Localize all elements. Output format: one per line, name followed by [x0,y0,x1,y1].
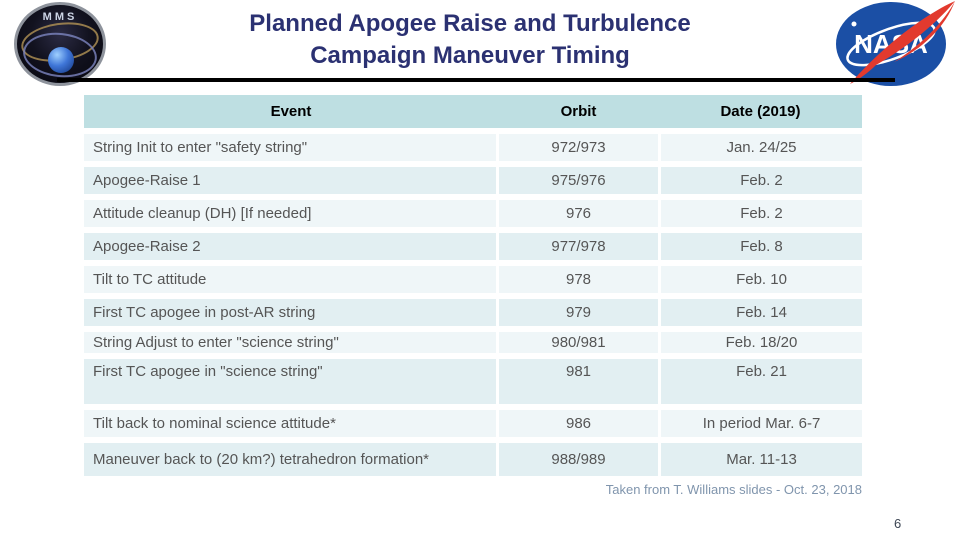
event-cell: Attitude cleanup (DH) [If needed] [84,200,496,227]
table-row: First TC apogee in post-AR string 979 Fe… [84,299,862,326]
table-row: Tilt back to nominal science attitude* 9… [84,410,862,437]
date-cell: Feb. 2 [661,167,862,194]
orbit-cell: 980/981 [499,332,658,353]
date-cell: Feb. 21 [661,359,862,404]
orbit-cell: 972/973 [499,134,658,161]
title-line-1: Planned Apogee Raise and Turbulence [249,10,691,37]
table-row: Apogee-Raise 1 975/976 Feb. 2 [84,167,862,194]
page-title: Planned Apogee Raise and Turbulence Camp… [170,8,770,72]
table-row: String Init to enter "safety string" 972… [84,134,862,161]
orbit-cell: 977/978 [499,233,658,260]
orbit-cell: 981 [499,359,658,404]
table-header-row: Event Orbit Date (2019) [84,95,862,128]
event-cell: String Init to enter "safety string" [84,134,496,161]
date-cell: Feb. 2 [661,200,862,227]
table-row: First TC apogee in "science string" 981 … [84,359,862,404]
event-cell: Tilt back to nominal science attitude* [84,410,496,437]
page-number: 6 [894,516,902,531]
date-cell: Feb. 10 [661,266,862,293]
table-row: Maneuver back to (20 km?) tetrahedron fo… [84,443,862,476]
date-cell: Jan. 24/25 [661,134,862,161]
table-row: Tilt to TC attitude 978 Feb. 10 [84,266,862,293]
nasa-logo-icon: NASA [836,1,955,86]
date-cell: Mar. 11-13 [661,443,862,476]
event-cell: Maneuver back to (20 km?) tetrahedron fo… [84,443,496,476]
event-cell: Apogee-Raise 1 [84,167,496,194]
title-divider-line [57,78,895,82]
source-credit-text: Taken from T. Williams slides - Oct. 23,… [605,482,862,497]
mms-mission-patch-icon: MMS [14,2,106,86]
table-row: String Adjust to enter "science string" … [84,332,862,353]
earth-globe-icon [48,47,74,73]
event-cell: Apogee-Raise 2 [84,233,496,260]
orbit-cell: 976 [499,200,658,227]
title-line-2: Campaign Maneuver Timing [310,42,630,69]
orbit-cell: 988/989 [499,443,658,476]
event-cell: First TC apogee in post-AR string [84,299,496,326]
mms-logo-text: MMS [42,11,78,23]
orbit-cell: 978 [499,266,658,293]
table-row: Attitude cleanup (DH) [If needed] 976 Fe… [84,200,862,227]
maneuver-timing-table: Event Orbit Date (2019) String Init to e… [84,95,862,476]
orbit-cell: 979 [499,299,658,326]
column-header-orbit: Orbit [560,103,597,120]
table-row: Apogee-Raise 2 977/978 Feb. 8 [84,233,862,260]
date-cell: Feb. 14 [661,299,862,326]
date-cell: In period Mar. 6-7 [661,410,862,437]
orbit-cell: 975/976 [499,167,658,194]
column-header-event: Event [270,103,312,120]
event-cell: String Adjust to enter "science string" [84,332,496,353]
event-cell: Tilt to TC attitude [84,266,496,293]
date-cell: Feb. 8 [661,233,862,260]
orbit-cell: 986 [499,410,658,437]
event-cell: First TC apogee in "science string" [84,359,496,404]
column-header-date: Date (2019) [720,103,801,120]
date-cell: Feb. 18/20 [661,332,862,353]
